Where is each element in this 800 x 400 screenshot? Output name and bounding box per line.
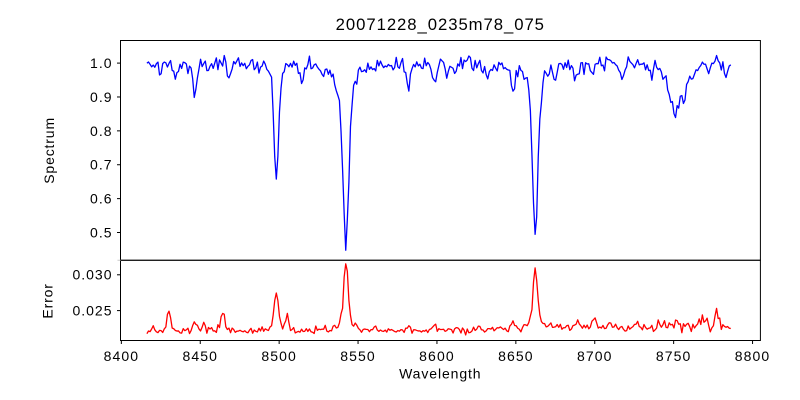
svg-text:0.025: 0.025 <box>72 303 112 319</box>
svg-text:Spectrum: Spectrum <box>41 117 57 184</box>
svg-text:8550: 8550 <box>340 348 376 364</box>
svg-text:20071228_0235m78_075: 20071228_0235m78_075 <box>336 15 545 34</box>
svg-text:0.6: 0.6 <box>90 191 112 207</box>
svg-text:8700: 8700 <box>577 348 613 364</box>
svg-text:0.8: 0.8 <box>90 123 112 139</box>
svg-text:8650: 8650 <box>498 348 534 364</box>
svg-text:0.9: 0.9 <box>90 89 112 105</box>
svg-text:8750: 8750 <box>656 348 692 364</box>
svg-text:8800: 8800 <box>735 348 771 364</box>
svg-text:Wavelength: Wavelength <box>399 366 481 382</box>
svg-text:8500: 8500 <box>261 348 297 364</box>
svg-text:0.5: 0.5 <box>90 224 112 240</box>
svg-text:8400: 8400 <box>104 348 140 364</box>
svg-text:8450: 8450 <box>182 348 218 364</box>
svg-text:8600: 8600 <box>419 348 455 364</box>
svg-text:0.7: 0.7 <box>90 157 112 173</box>
svg-text:Error: Error <box>40 283 56 318</box>
svg-text:1.0: 1.0 <box>90 55 112 71</box>
svg-text:0.030: 0.030 <box>72 267 112 283</box>
